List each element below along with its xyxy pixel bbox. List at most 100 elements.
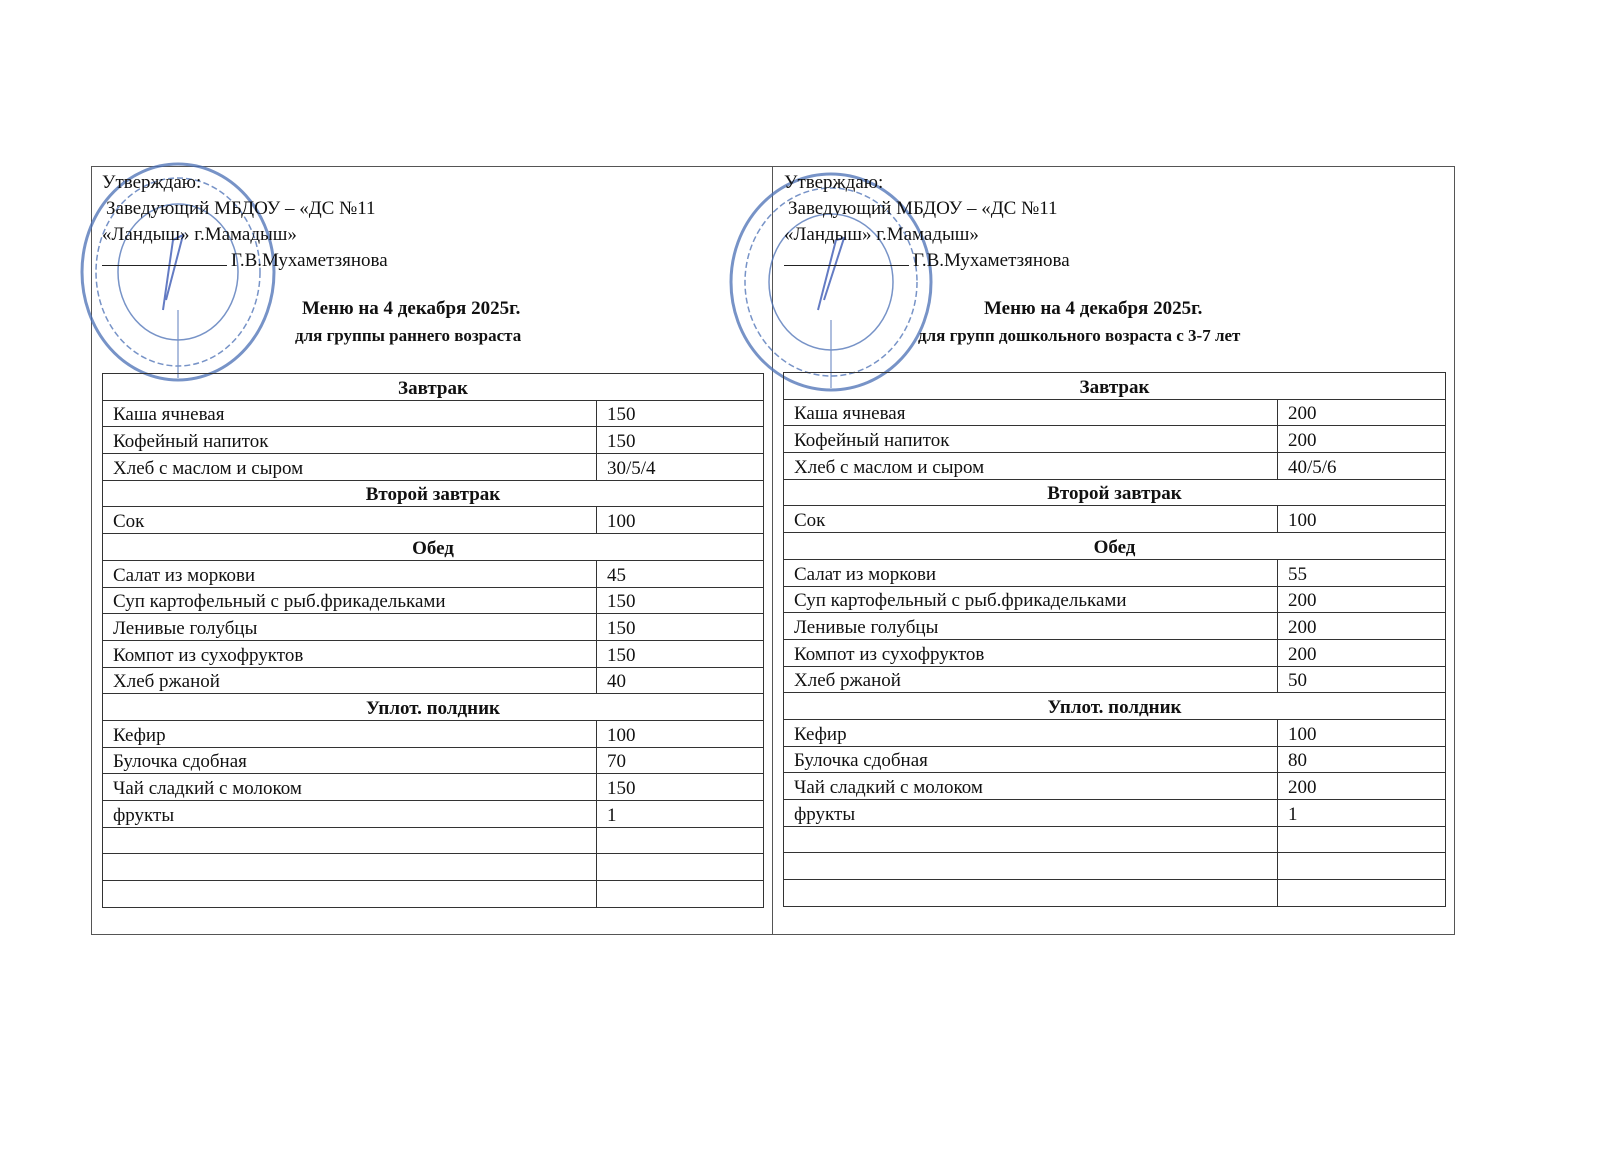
dish-name: Кофейный напиток [783,425,1278,454]
menu-item-row: Хлеб ржаной 50 [783,665,1446,694]
menu-item-row: Суп картофельный с рыб.фрикадельками 150 [102,586,764,615]
dish-name: Кефир [783,718,1278,747]
dish-name: Сок [783,505,1278,534]
dish-name: Чай сладкий с молоком [783,772,1278,800]
dish-name: Компот из сухофруктов [783,638,1278,667]
empty-row [783,879,1446,907]
portion-size: 1 [596,800,764,828]
portion-size: 150 [596,639,764,668]
portion-size: 200 [1277,398,1446,427]
portion-size [596,880,764,908]
column-divider [772,166,773,935]
dish-name: Чай сладкий с молоком [102,773,597,801]
dish-name [783,852,1278,881]
dish-name [102,853,597,882]
menu-item-row: Булочка сдобная 70 [102,746,764,775]
menu-item-row: Чай сладкий с молоком 150 [102,773,764,801]
portion-size: 1 [1277,799,1446,827]
portion-size: 45 [596,559,764,588]
empty-row [783,852,1446,881]
menu-table-left: Завтрак Каша ячневая 150 Кофейный напиток 15… [102,373,764,908]
dish-name: Булочка сдобная [783,745,1278,774]
approver-position: Заведующий МБДОУ – «ДС №11 [788,198,1058,219]
menu-item-row: Каша ячневая 200 [783,398,1446,427]
menu-subtitle-right: для групп дошкольного возраста с 3-7 лет [918,326,1241,345]
menu-item-row: Салат из моркови 55 [783,558,1446,587]
menu-item-row: Кофейный напиток 150 [102,426,764,455]
dish-name: Кефир [102,719,597,748]
menu-item-row: Чай сладкий с молоком 200 [783,772,1446,800]
menu-item-row: Салат из моркови 45 [102,559,764,588]
menu-table-right: Завтрак Каша ячневая 200 Кофейный напиток 20… [783,372,1446,907]
section-header-row: Обед [102,533,764,561]
menu-item-row: Хлеб ржаной 40 [102,666,764,695]
approval-block-right: Утверждаю: Заведующий МБДОУ – «ДС №11 «Л… [784,170,1070,274]
portion-size: 40/5/6 [1277,452,1446,480]
portion-size [1277,852,1446,881]
approver-organization: «Ландыш» г.Мамадыш» [102,224,297,245]
portion-size [596,853,764,882]
approver-name: Г.В.Мухаметзянова [231,250,388,271]
section-title: Второй завтрак [783,478,1446,507]
section-title: Завтрак [102,373,764,401]
portion-size: 200 [1277,425,1446,454]
menu-item-row: Хлеб с маслом и сыром 40/5/6 [783,452,1446,480]
menu-subtitle-left: для группы раннего возраста [295,326,522,345]
approve-label: Утверждаю: [784,172,884,193]
menu-item-row: Сок 100 [102,506,764,535]
menu-item-row: Ленивые голубцы 200 [783,612,1446,640]
section-title: Уплот. полдник [102,693,764,721]
section-title: Второй завтрак [102,479,764,508]
portion-size: 70 [596,746,764,775]
portion-size: 150 [596,586,764,615]
portion-size: 150 [596,613,764,641]
section-header-row: Завтрак [783,372,1446,400]
approver-name: Г.В.Мухаметзянова [913,250,1070,271]
menu-item-row: Каша ячневая 150 [102,399,764,428]
section-header-row: Второй завтрак [783,478,1446,507]
section-title: Завтрак [783,372,1446,400]
dish-name: фрукты [783,799,1278,827]
portion-size: 50 [1277,665,1446,694]
section-header-row: Второй завтрак [102,479,764,508]
portion-size: 100 [596,506,764,535]
section-header-row: Завтрак [102,373,764,401]
dish-name: Хлеб ржаной [102,666,597,695]
menu-item-row: Ленивые голубцы 150 [102,613,764,641]
dish-name: Хлеб с маслом и сыром [783,452,1278,480]
signature-line [784,251,909,266]
portion-size [596,826,764,855]
section-header-row: Уплот. полдник [102,693,764,721]
menu-item-row: Суп картофельный с рыб.фрикадельками 200 [783,585,1446,614]
portion-size: 55 [1277,558,1446,587]
portion-size: 150 [596,399,764,428]
menu-item-row: Булочка сдобная 80 [783,745,1446,774]
approver-position: Заведующий МБДОУ – «ДС №11 [106,198,376,219]
dish-name: Каша ячневая [102,399,597,428]
dish-name: Компот из сухофруктов [102,639,597,668]
dish-name: Кофейный напиток [102,426,597,455]
dish-name: фрукты [102,800,597,828]
portion-size: 150 [596,773,764,801]
dish-name: Сок [102,506,597,535]
empty-row [783,825,1446,854]
dish-name: Булочка сдобная [102,746,597,775]
dish-name: Суп картофельный с рыб.фрикадельками [783,585,1278,614]
portion-size [1277,879,1446,907]
section-title: Обед [783,532,1446,560]
dish-name: Каша ячневая [783,398,1278,427]
menu-item-row: фрукты 1 [102,800,764,828]
portion-size [1277,825,1446,854]
menu-item-row: Кефир 100 [102,719,764,748]
portion-size: 200 [1277,585,1446,614]
portion-size: 200 [1277,772,1446,800]
dish-name [102,826,597,855]
dish-name: Салат из моркови [783,558,1278,587]
signature-line [102,251,227,266]
portion-size: 200 [1277,612,1446,640]
menu-item-row: Компот из сухофруктов 200 [783,638,1446,667]
section-title: Обед [102,533,764,561]
portion-size: 80 [1277,745,1446,774]
approval-block-left: Утверждаю: Заведующий МБДОУ – «ДС №11 «Л… [102,170,388,274]
menu-title-left: Меню на 4 декабря 2025г. [302,298,521,319]
